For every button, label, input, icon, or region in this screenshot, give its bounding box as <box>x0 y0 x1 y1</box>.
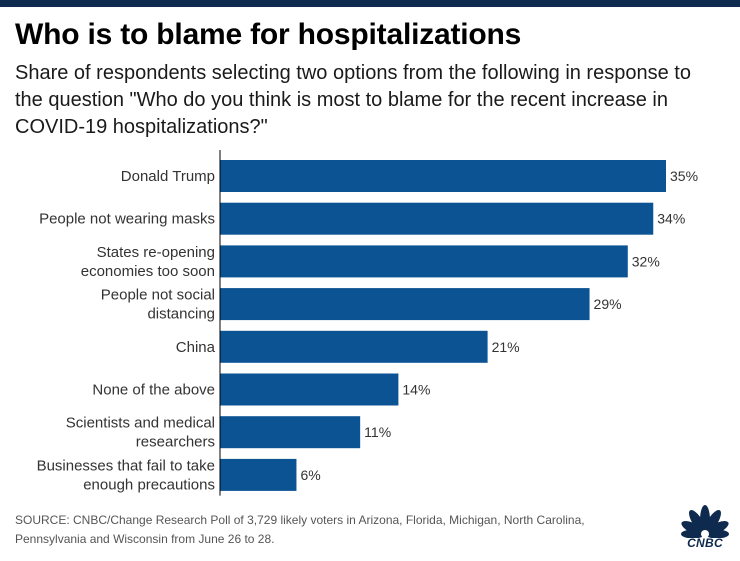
bar-value-label: 11% <box>364 424 391 440</box>
bar <box>220 160 666 192</box>
bar <box>220 330 488 363</box>
bar-value-label: 34% <box>657 211 685 227</box>
category-label: None of the above <box>92 382 215 399</box>
bar-value-label: 21% <box>492 339 520 355</box>
chart-title: Who is to blame for hospitalizations <box>15 18 522 51</box>
source-note: SOURCE: CNBC/Change Research Poll of 3,7… <box>15 513 585 546</box>
bar-chart: 35% Donald Trump 34% People not wearing mas… <box>37 150 698 496</box>
logo-wordmark: CNBC <box>687 536 723 550</box>
category-label: People not wearing masks <box>39 211 215 228</box>
category-label: Businesses that fail to take enough preca… <box>37 457 215 493</box>
bar <box>220 458 297 491</box>
bar <box>220 202 654 235</box>
bar-value-label: 32% <box>632 253 660 269</box>
category-label: China <box>176 339 216 356</box>
bar <box>220 245 628 278</box>
category-label: Donald Trump <box>121 168 215 185</box>
category-label: People not social distancing <box>101 287 215 323</box>
bar-value-label: 6% <box>300 467 320 483</box>
bar <box>220 373 399 406</box>
bar-value-label: 29% <box>594 296 622 312</box>
bar <box>220 288 590 321</box>
chart-subtitle: Share of respondents selecting two optio… <box>15 62 691 138</box>
cnbc-logo: CNBC <box>676 500 734 550</box>
bar <box>220 416 361 449</box>
category-label: Scientists and medical researchers <box>66 415 215 451</box>
peacock-icon <box>681 505 729 539</box>
bar-value-label: 35% <box>670 168 698 184</box>
category-label: States re-opening economies too soon <box>81 244 215 280</box>
bar-value-label: 14% <box>402 382 430 398</box>
top-accent-bar <box>0 0 740 7</box>
